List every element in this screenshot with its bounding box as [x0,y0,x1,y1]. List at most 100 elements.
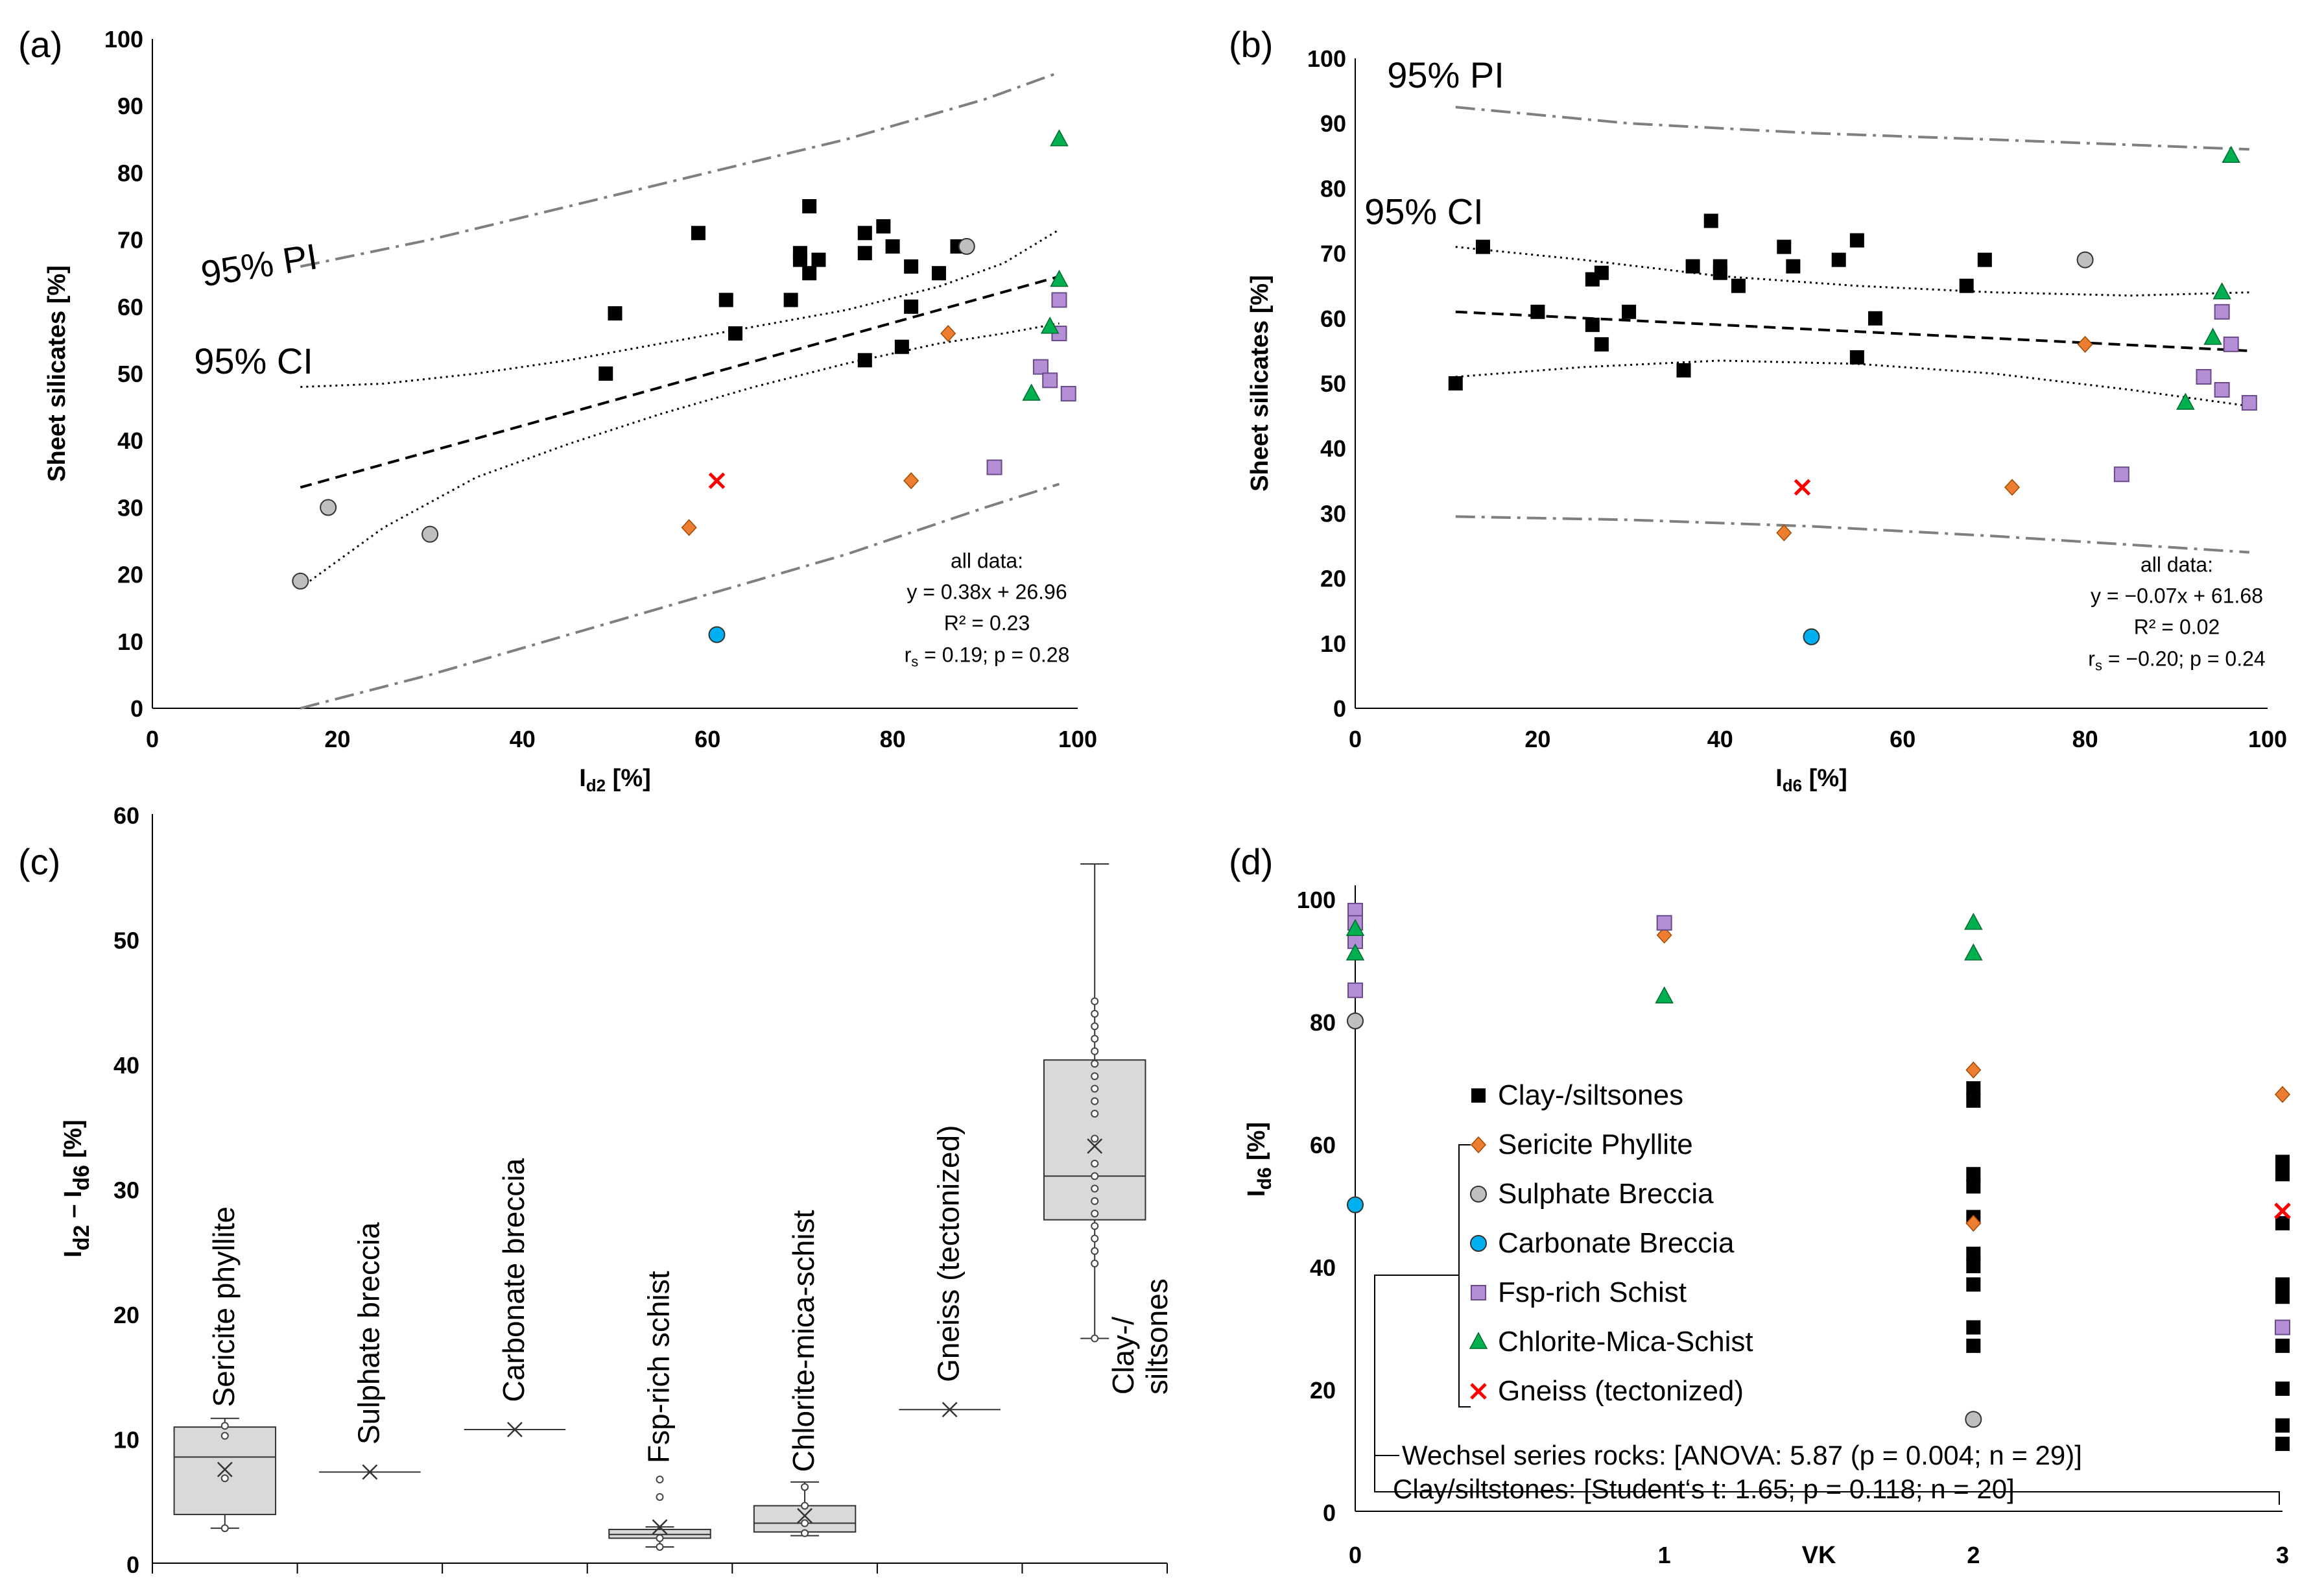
point-sericite [940,324,956,342]
panel-label-d: (d) [1229,841,1273,882]
iqr-box [753,1505,857,1533]
x-tick-label: 100 [1058,726,1097,752]
y-tick-label: 50 [113,928,139,954]
point-fsp [2214,304,2230,320]
point-clay [1966,1093,1981,1108]
point-clay [2275,1338,2290,1353]
point-clay [691,226,706,241]
point-clay [718,293,733,307]
point-fsp [2113,466,2129,483]
pi-upper-line [1455,106,2249,151]
point-clay [1966,1247,1981,1262]
box-group [899,1402,1001,1418]
x-tick-label: 20 [324,726,350,752]
point-clay [1959,278,1974,293]
point-clay [1966,1277,1981,1292]
data-point [220,1431,229,1440]
point-fsp [2275,1319,2290,1335]
y-tick-label: 60 [1320,305,1346,332]
box-group [753,1481,857,1537]
point-clay [2275,1155,2290,1169]
x-tick-label: 2 [1967,1542,1980,1568]
data-point [801,1502,809,1510]
point-sulphate [1965,1411,1982,1428]
point-clay [1731,278,1746,293]
category-label-line1: Clay-/ [1106,1317,1140,1395]
legend-marker-chlorite [1469,1332,1488,1349]
point-gneiss [1794,479,1811,496]
chart-a: 0 10 20 30 40 50 60 70 80 90 100 0 20 40 60 80 100 Id2 [%… [43,26,1097,795]
y-tick-label: 30 [117,494,143,521]
point-clay [904,299,919,314]
x-tick-label: 80 [2072,726,2098,752]
x-tick-label: 0 [1349,726,1362,752]
y-tick-label: 50 [1320,370,1346,397]
legend-label-fsp: Fsp-rich Schist [1498,1276,1687,1308]
point-gneiss [708,472,726,489]
point-sericite [903,472,919,490]
stat-anova: Wechsel series rocks: [ANOVA: 5.87 (p = … [1402,1440,2082,1470]
y-tick-label: 70 [1320,241,1346,267]
data-point [1091,1172,1099,1180]
point-sulphate [421,525,439,543]
ci-upper-line [300,228,1060,389]
point-fsp [1042,372,1058,389]
point-fsp [986,459,1002,475]
legend-label-sulphate: Sulphate Breccia [1498,1178,1714,1210]
y-tick-label: 90 [117,93,143,119]
data-point [656,1534,664,1542]
y-tick-label: 20 [1310,1377,1336,1404]
data-point [220,1422,229,1430]
legend-label-carbonate: Carbonate Breccia [1498,1227,1735,1259]
y-tick-label: 10 [117,629,143,655]
ci-upper-line [1455,246,2249,297]
y-tick-label: 80 [1320,175,1346,202]
point-clay [1622,304,1637,319]
stats-equation: y = 0.38x + 26.96 [907,580,1067,603]
stats-title: all data: [2140,553,2213,577]
x-tick-label: 60 [694,726,720,752]
point-gneiss-stroke2 [1794,479,1811,496]
chart-c: 0 10 20 30 40 50 60 Id2 – Id6 [%] Sericite phyll… [60,802,1174,1578]
point-sulphate [1347,1012,1364,1029]
legend-bracket [1458,1144,1471,1407]
pi-lower-line [300,483,1060,710]
x-axis-label: VK [1802,1542,1836,1569]
point-clay [2275,1382,2290,1396]
point-clay [1713,265,1727,280]
data-point [1091,1060,1099,1068]
point-clay [1868,311,1882,326]
point-clay [1594,265,1609,280]
point-chlorite [2203,328,2222,345]
point-clay [792,246,807,261]
y-axis-label: Id2 – Id6 [%] [60,1120,94,1257]
x-axis-label: Id2 [%] [579,765,651,795]
point-clay [857,226,872,241]
y-tick-label: 70 [117,227,143,254]
y-tick-label: 0 [130,695,143,722]
point-chlorite [1346,918,1365,936]
point-clay [894,339,909,354]
chart-b: 0 10 20 30 40 50 60 70 80 90 100 0 20 40 60 80 100 Id6 [%… [1246,45,2287,795]
point-clay [1676,363,1691,377]
x-tick-label: 80 [880,726,906,752]
point-clay [1777,239,1792,254]
y-tick-label: 40 [117,427,143,454]
category-label: Carbonate breccia [497,1158,530,1402]
point-clay [1966,1081,1981,1096]
box-group [1043,863,1146,1343]
data-point [1091,1210,1099,1217]
point-chlorite [1050,269,1069,287]
x-tick-label: 0 [1349,1542,1362,1568]
stats-equation: y = −0.07x + 61.68 [2091,584,2263,608]
data-point [801,1529,809,1537]
point-clay [2275,1289,2290,1304]
stats-title: all data: [951,549,1023,572]
category-label-line2: siltsones [1140,1278,1174,1395]
stat-ttest: Clay/siltstones: [Student‘s t: 1.65; p =… [1393,1474,2015,1504]
data-point [1091,1035,1099,1043]
point-clay [802,266,817,281]
y-tick-label: 60 [117,294,143,320]
point-fsp [2223,336,2239,352]
point-chlorite [1964,943,1983,961]
